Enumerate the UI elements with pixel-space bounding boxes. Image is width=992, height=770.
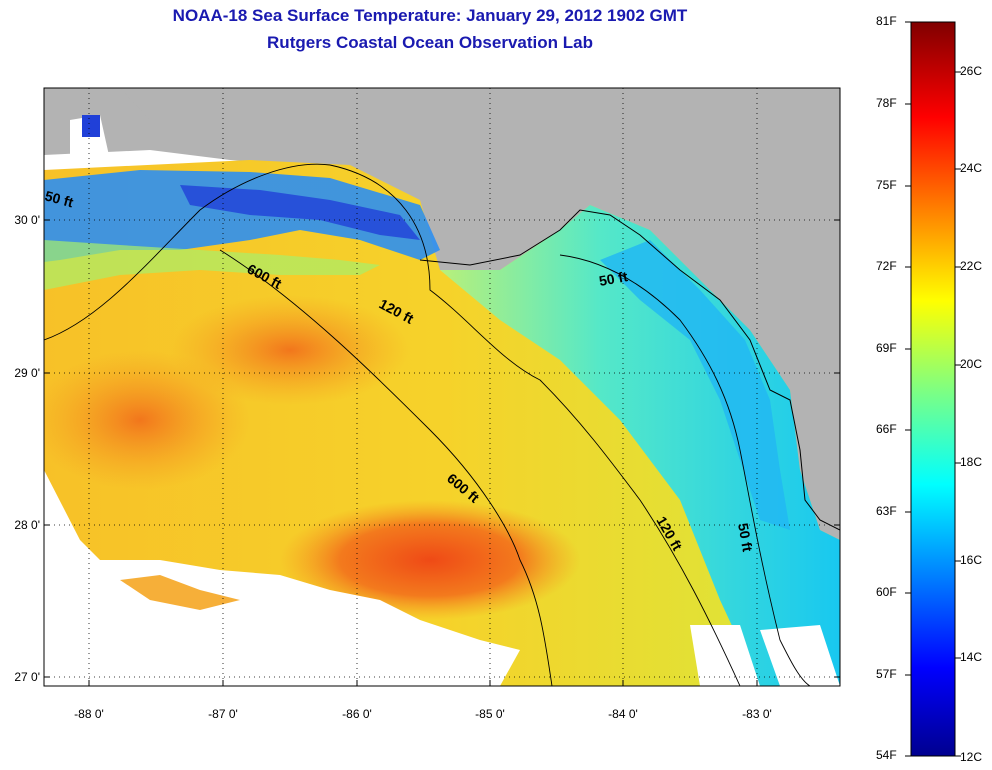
warm-region-west bbox=[44, 350, 250, 490]
lon-label-84: -84 0' bbox=[608, 707, 638, 721]
nearshore-cold bbox=[600, 240, 790, 530]
contour-120ft bbox=[329, 164, 741, 686]
lat-label-29: 29 0' bbox=[14, 366, 40, 380]
cbar-f-66: 66F bbox=[876, 422, 897, 436]
coastline bbox=[419, 209, 840, 531]
cbar-c-18: 18C bbox=[960, 455, 983, 469]
cbar-c-12: 12C bbox=[960, 750, 983, 764]
cbar-f-54: 54F bbox=[876, 748, 897, 762]
cbar-f-81: 81F bbox=[876, 14, 897, 28]
cbar-f-57: 57F bbox=[876, 667, 897, 681]
contour-600ft bbox=[44, 163, 553, 686]
bay-cold bbox=[82, 115, 100, 137]
warm-patch bbox=[120, 575, 240, 610]
warm-region-south bbox=[280, 500, 580, 620]
cloud-nodata-south bbox=[44, 470, 520, 686]
map-title: NOAA-18 Sea Surface Temperature: January… bbox=[172, 6, 688, 25]
cbar-f-72: 72F bbox=[876, 259, 897, 273]
cbar-f-69: 69F bbox=[876, 341, 897, 355]
contour-label-50ft-east: 50 ft bbox=[598, 268, 629, 289]
cbar-f-63: 63F bbox=[876, 504, 897, 518]
colorbar bbox=[910, 21, 956, 757]
plot-frame bbox=[43, 87, 841, 687]
cbar-c-20: 20C bbox=[960, 357, 983, 371]
cbar-c-14: 14C bbox=[960, 650, 983, 664]
lat-label-28: 28 0' bbox=[14, 518, 40, 532]
cbar-c-26: 26C bbox=[960, 64, 983, 78]
lon-label-86: -86 0' bbox=[342, 707, 372, 721]
lon-label-83: -83 0' bbox=[742, 707, 772, 721]
lon-label-88: -88 0' bbox=[74, 707, 104, 721]
coastal-cool-water bbox=[440, 205, 840, 686]
lat-label-30: 30 0' bbox=[14, 213, 40, 227]
colorbar-ticks bbox=[905, 21, 961, 757]
lat-label-27: 27 0' bbox=[14, 670, 40, 684]
contour-label-50ft-west: 50 ft bbox=[43, 187, 75, 210]
lon-label-85: -85 0' bbox=[475, 707, 505, 721]
cbar-c-22: 22C bbox=[960, 259, 983, 273]
warm-region-north bbox=[170, 295, 410, 405]
cbar-c-24: 24C bbox=[960, 161, 983, 175]
cbar-f-75: 75F bbox=[876, 178, 897, 192]
north-cold-band bbox=[44, 170, 440, 262]
north-coldest-band bbox=[180, 185, 420, 240]
cbar-f-78: 78F bbox=[876, 96, 897, 110]
cbar-f-60: 60F bbox=[876, 585, 897, 599]
contour-label-50ft-south: 50 ft bbox=[735, 522, 756, 553]
contour-50ft bbox=[559, 254, 811, 686]
tick-marks bbox=[44, 219, 840, 686]
cloud-nodata-se bbox=[690, 625, 760, 686]
cbar-c-16: 16C bbox=[960, 553, 983, 567]
lon-label-87: -87 0' bbox=[208, 707, 238, 721]
transition-band bbox=[44, 240, 380, 290]
map-subtitle: Rutgers Coastal Ocean Observation Lab bbox=[267, 33, 593, 52]
